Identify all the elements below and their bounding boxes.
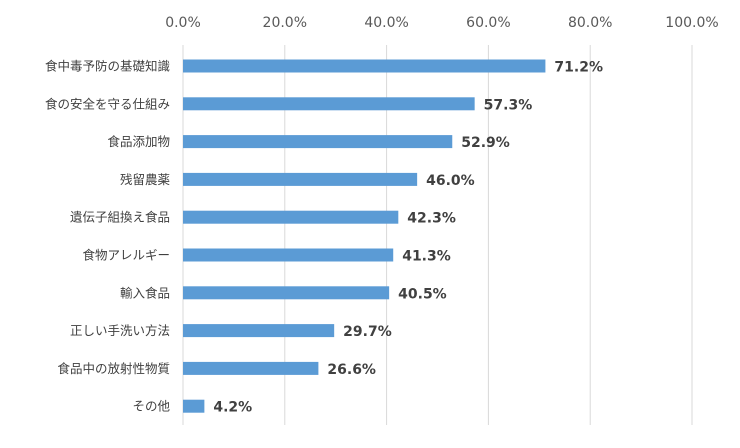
category-label-9: その他 xyxy=(132,399,170,414)
x-tick-label-2: 40.0% xyxy=(364,15,408,31)
x-tick-label-0: 0.0% xyxy=(165,15,201,31)
x-tick-label-4: 80.0% xyxy=(568,15,612,31)
x-tick-label-5: 100.0% xyxy=(665,15,718,31)
x-tick-label-1: 20.0% xyxy=(263,15,307,31)
category-label-3: 残留農薬 xyxy=(120,172,171,187)
category-label-8: 食品中の放射性物質 xyxy=(57,361,170,376)
category-label-7: 正しい手洗い方法 xyxy=(70,323,170,338)
category-label-1: 食の安全を守る仕組み xyxy=(45,96,170,111)
category-label-0: 食中毒予防の基礎知識 xyxy=(45,59,170,74)
bar-8 xyxy=(183,361,319,375)
bar-1 xyxy=(183,97,475,111)
x-axis-tick-labels: 0.0% 20.0% 40.0% 60.0% 80.0% 100.0% xyxy=(165,15,718,31)
value-label-0: 71.2% xyxy=(554,60,603,76)
value-label-5: 41.3% xyxy=(402,249,451,265)
value-label-1: 57.3% xyxy=(484,97,533,113)
x-tick-label-3: 60.0% xyxy=(466,15,510,31)
bar-9 xyxy=(183,399,205,413)
category-label-2: 食品添加物 xyxy=(107,134,170,149)
bar-4 xyxy=(183,210,399,224)
bar-0 xyxy=(183,59,546,73)
category-label-5: 食物アレルギー xyxy=(82,248,170,263)
category-label-6: 輸入食品 xyxy=(120,285,170,300)
value-labels: 71.2% 57.3% 52.9% 46.0% 42.3% 41.3% 40.5% 29.7%… xyxy=(213,60,603,416)
bar-5 xyxy=(183,248,394,262)
bar-2 xyxy=(183,135,453,149)
value-label-2: 52.9% xyxy=(461,135,510,151)
value-label-8: 26.6% xyxy=(327,362,376,378)
category-label-4: 遺伝子組換え食品 xyxy=(70,210,170,225)
bars xyxy=(183,59,546,413)
value-label-9: 4.2% xyxy=(213,400,252,416)
value-label-4: 42.3% xyxy=(407,211,456,227)
value-label-3: 46.0% xyxy=(426,173,475,189)
bar-6 xyxy=(183,286,390,300)
bar-3 xyxy=(183,172,418,186)
bar-7 xyxy=(183,324,335,338)
value-label-6: 40.5% xyxy=(398,286,447,302)
value-label-7: 29.7% xyxy=(343,324,392,340)
category-labels: 食中毒予防の基礎知識食の安全を守る仕組み食品添加物残留農薬遺伝子組換え食品食物ア… xyxy=(45,59,171,414)
